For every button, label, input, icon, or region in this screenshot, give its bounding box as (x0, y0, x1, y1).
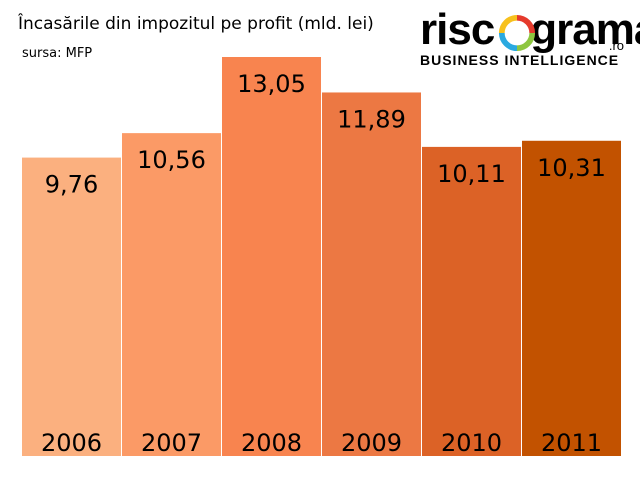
category-label-2009: 2009 (341, 429, 402, 457)
category-label-2011: 2011 (541, 429, 602, 457)
bar-2006 (22, 157, 121, 456)
category-label-2007: 2007 (141, 429, 202, 457)
bar-2011 (522, 140, 621, 456)
data-label-2011: 10,31 (537, 154, 606, 182)
data-label-2006: 9,76 (45, 171, 98, 199)
data-label-2007: 10,56 (137, 146, 206, 174)
logo-word-left: risc (420, 5, 495, 54)
bar-2010 (422, 146, 521, 456)
bar-2008 (222, 57, 321, 456)
logo-word-right: grama (530, 5, 640, 54)
bar-2009 (322, 92, 421, 456)
chart-source: sursa: MFP (22, 46, 93, 61)
chart-title: Încasările din impozitul pe profit (mld.… (18, 14, 374, 34)
logo-tagline: BUSINESS INTELLIGENCE (420, 52, 620, 68)
data-label-2008: 13,05 (237, 70, 306, 98)
category-label-2006: 2006 (41, 429, 102, 457)
logo-tld: .ro (608, 38, 624, 53)
logo-wordmark: risc grama (420, 6, 640, 54)
category-label-2010: 2010 (441, 429, 502, 457)
data-label-2010: 10,11 (437, 160, 506, 188)
riscograma-logo: risc grama .ro BUSINESS INTELLIGENCE (418, 6, 640, 72)
data-label-2009: 11,89 (337, 105, 406, 133)
logo-circle-icon (498, 14, 536, 52)
category-label-2008: 2008 (241, 429, 302, 457)
bar-2007 (122, 133, 221, 456)
